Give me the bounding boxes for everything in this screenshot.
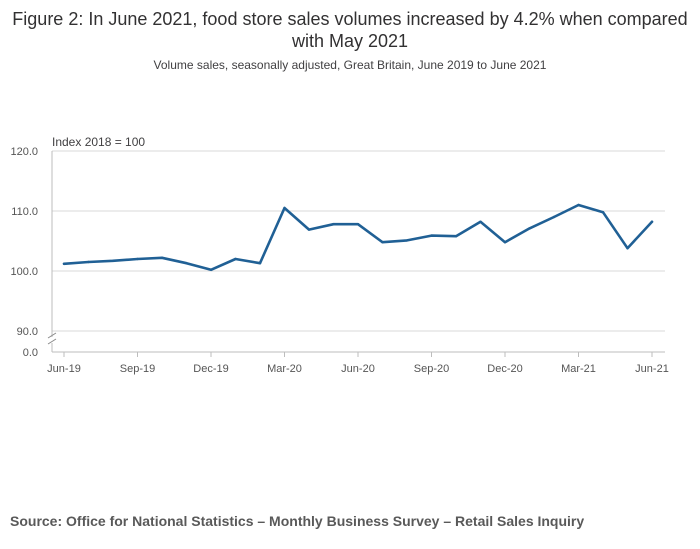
data-point [307, 228, 311, 231]
x-tick-label: Sep-19 [120, 363, 155, 375]
data-point [62, 262, 66, 265]
series-group [62, 203, 654, 272]
x-axis: Jun-19 Sep-19 Dec-19 Mar-20 Jun-20 Sep-20 Dec-… [47, 352, 669, 375]
x-tick-label: Dec-19 [193, 363, 228, 375]
y-tick-label: 90.0 [17, 326, 38, 338]
data-point [209, 268, 213, 271]
y-tick-label: 120.0 [10, 146, 38, 158]
y-tick-label: 0.0 [23, 347, 38, 359]
data-point [577, 203, 580, 207]
data-point [185, 262, 188, 265]
data-point [160, 256, 164, 259]
data-point [258, 262, 262, 265]
data-point [528, 227, 531, 230]
data-point [381, 241, 384, 244]
chart-subtitle: Volume sales, seasonally adjusted, Great… [153, 58, 547, 72]
x-tick-label: Sep-20 [414, 363, 449, 375]
axis-break-mark [47, 332, 57, 339]
data-point [454, 235, 458, 238]
data-point [405, 239, 409, 242]
x-tick-label: Jun-19 [47, 363, 81, 375]
data-point [283, 206, 286, 210]
line-chart: 120.0 110.0 100.0 90.0 0.0 Jun-19 Sep-19 Dec-1… [10, 135, 669, 375]
data-point [356, 223, 360, 226]
x-tick-label: Mar-20 [267, 363, 302, 375]
y-axis-unit-label: Index 2018 = 100 [52, 135, 145, 149]
data-point [601, 211, 605, 214]
data-point [332, 223, 335, 226]
data-point [626, 247, 629, 250]
data-point [552, 215, 556, 219]
data-point [430, 234, 433, 237]
x-tick-label: Mar-21 [561, 363, 596, 375]
source-note: Source: Office for National Statistics –… [10, 513, 585, 529]
gridlines [52, 150, 665, 353]
x-tick-label: Jun-21 [635, 363, 669, 375]
axis-break-mark [47, 338, 57, 345]
data-point [650, 220, 654, 223]
y-tick-label: 110.0 [11, 206, 38, 218]
data-point [503, 241, 507, 244]
y-tick-label: 100.0 [10, 266, 38, 278]
data-point [234, 257, 237, 261]
x-tick-label: Dec-20 [487, 363, 522, 375]
chart-title: Figure 2: In June 2021, food store sales… [12, 9, 688, 51]
x-tick-label: Jun-20 [341, 363, 375, 375]
data-point [111, 259, 115, 262]
y-axis: 120.0 110.0 100.0 90.0 0.0 [10, 146, 57, 359]
series-line [62, 203, 654, 272]
data-point [136, 257, 139, 261]
data-point [87, 260, 90, 264]
data-point [479, 220, 482, 223]
